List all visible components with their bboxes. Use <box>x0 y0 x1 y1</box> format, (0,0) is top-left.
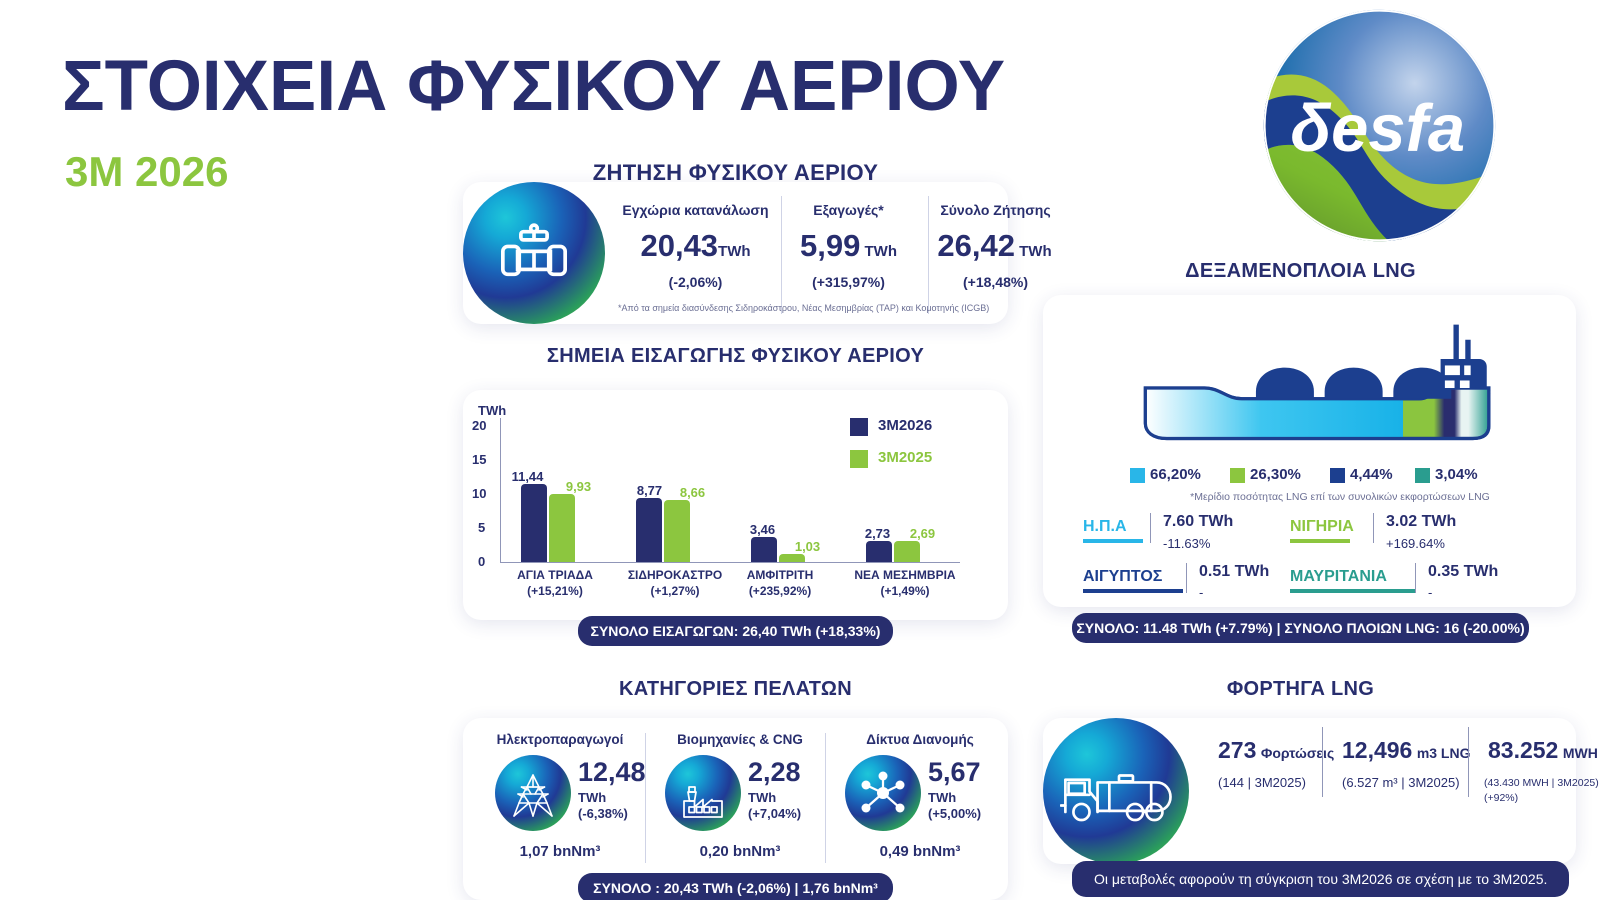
svg-text:δesfa: δesfa <box>1290 91 1465 166</box>
